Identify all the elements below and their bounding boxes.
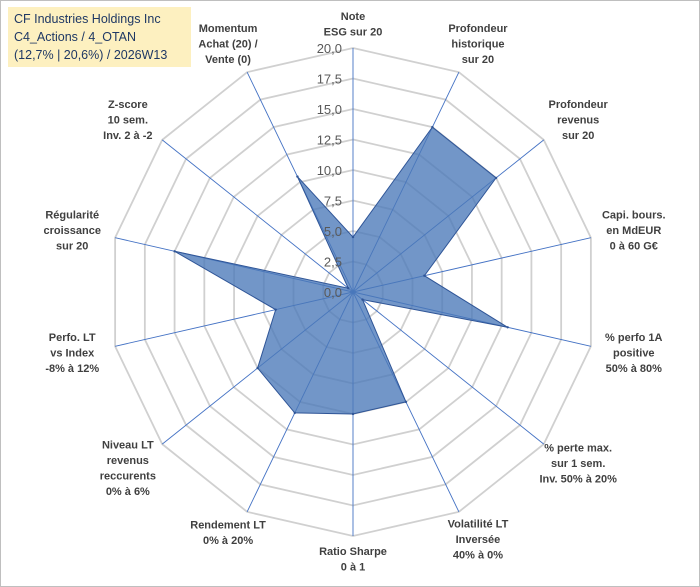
data-point-7 (404, 400, 408, 404)
chart-title-box: CF Industries Holdings Inc C4_Actions / … (8, 7, 191, 67)
data-point-8 (351, 412, 355, 416)
tick-label: 2,5 (324, 255, 342, 270)
data-point-5 (506, 326, 509, 329)
radar-tick-labels: 0,0 2,5 5,0 7,5 10,0 12,5 15,0 17,5 20,0 (317, 41, 342, 300)
data-point-11 (274, 308, 277, 311)
chart-title-category: C4_Actions / 4_OTAN (14, 30, 137, 44)
axis-spoke-6 (352, 291, 545, 445)
tick-label: 5,0 (324, 224, 342, 239)
axis-label-10: Niveau LT revenus reccurents 0% à 6% (100, 439, 156, 498)
axis-label-14: Momentum Achat (20) / Vente (0) (198, 23, 257, 66)
data-point-13 (347, 286, 350, 290)
data-point-6 (361, 298, 364, 301)
data-point-10 (256, 366, 259, 370)
data-point-9 (293, 411, 296, 415)
axis-label-5: % perfo 1A positive 50% à 80% (605, 332, 663, 375)
axis-label-6: % perte max. sur 1 sem. Inv. 50% à 20% (539, 442, 617, 485)
tick-label: 10,0 (317, 163, 342, 178)
axis-label-1: Note ESG sur 20 (324, 11, 383, 39)
axis-label-4: Capi. bours. en MdEUR 0 à 60 G€ (602, 210, 666, 253)
axis-label-9: Rendement LT 0% à 20% (190, 520, 266, 548)
axis-label-12: Régularité croissance sur 20 (43, 210, 100, 253)
tick-label: 7,5 (324, 194, 342, 209)
chart-title-company: CF Industries Holdings Inc (14, 12, 161, 26)
data-point-1 (351, 235, 355, 239)
tick-label: 12,5 (317, 133, 342, 148)
axis-label-8: Ratio Sharpe 0 à 1 (319, 546, 387, 574)
radar-axis-labels: Note ESG sur 20 Profondeur historique sur 20… (43, 11, 665, 574)
axis-label-2: Profondeur historique sur 20 (448, 23, 508, 66)
tick-label: 0,0 (324, 285, 342, 300)
axis-label-11: Perfo. LT vs Index -8% à 12% (45, 332, 99, 375)
radar-series (173, 125, 509, 416)
data-point-14 (296, 175, 299, 178)
axis-label-7: Volatilité LT Inversée 40% à 0% (448, 519, 509, 562)
chart-title-stats: (12,7% | 20,6%) / 2026W13 (14, 48, 168, 62)
tick-label: 15,0 (317, 102, 342, 117)
axis-label-3: Profondeur revenus sur 20 (549, 99, 609, 142)
data-point-2 (431, 125, 434, 129)
data-point-12 (173, 250, 176, 253)
axis-label-13: Z-score 10 sem. Inv. 2 à -2 (103, 99, 152, 142)
data-point-4 (423, 274, 426, 277)
data-point-3 (494, 176, 498, 180)
tick-label: 17,5 (317, 72, 342, 87)
tick-label: 20,0 (317, 41, 342, 56)
axis-spoke-13 (161, 139, 354, 293)
